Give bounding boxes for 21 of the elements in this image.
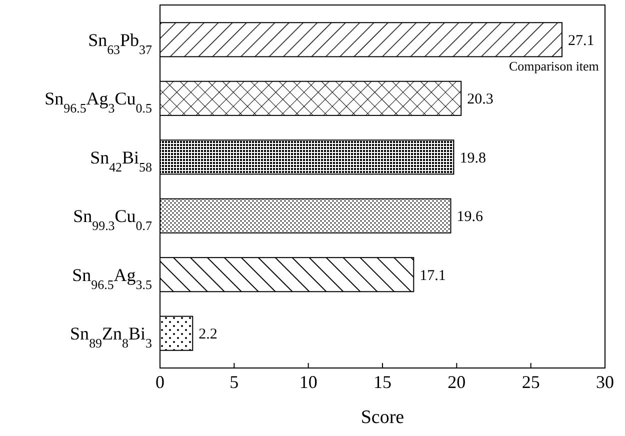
data-label: 19.6	[456, 209, 484, 226]
x-tick-label: 20	[448, 372, 466, 392]
y-tick-label: Sn$_{63}$Pb$_{37}$	[88, 30, 153, 56]
x-tick-label: 25	[522, 372, 540, 392]
y-tick-label: Sn$_{96.5}$Ag$_{3}$Cu$_{0.5}$	[44, 88, 152, 116]
x-tick-label: 0	[156, 372, 164, 392]
x-tick-label: 5	[230, 372, 239, 392]
y-tick-label: Sn$_{89}$Zn$_{8}$Bi$_{3}$	[70, 324, 152, 350]
y-tick-label: Sn$_{42}$Bi$_{58}$	[90, 147, 152, 174]
y-tick-label: Sn$_{96.5}$Ag$_{3.5}$	[72, 264, 152, 292]
y-tick-label: Sn$_{99.3}$Cu$_{0.7}$	[73, 206, 153, 233]
x-tick-label: 30	[596, 372, 614, 392]
data-label: 2.2	[198, 326, 218, 343]
data-label: 20.3	[467, 92, 494, 108]
x-tick-label: 15	[374, 372, 392, 392]
x-tick-label: 10	[299, 372, 318, 392]
data-label: 17.1	[420, 268, 446, 284]
x-axis-title: Score	[360, 407, 404, 428]
annotation: Comparison item	[509, 58, 599, 74]
data-label: 19.8	[460, 150, 486, 166]
data-label: 27.1	[568, 32, 594, 49]
